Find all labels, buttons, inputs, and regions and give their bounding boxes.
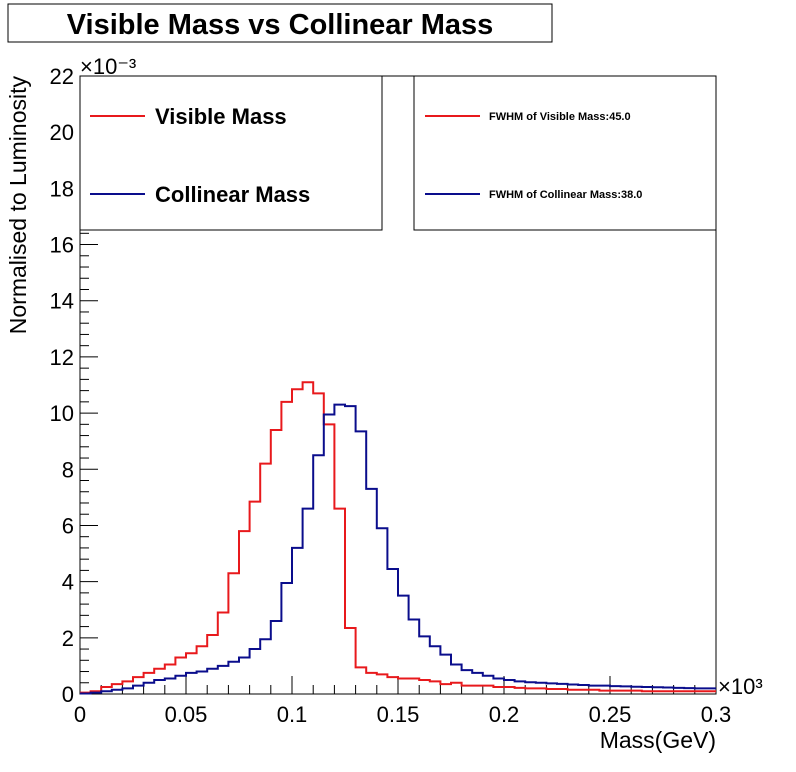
y-tick-label: 14 [50, 289, 74, 314]
x-axis-title: Mass(GeV) [600, 727, 716, 753]
legend-fwhm-visible-label: FWHM of Visible Mass:45.0 [489, 111, 631, 123]
legend-visible-label: Visible Mass [155, 104, 287, 129]
legend-collinear-label: Collinear Mass [155, 182, 310, 207]
legend-fwhm-box [413, 75, 717, 231]
legend-series: Visible Mass Collinear Mass [79, 75, 383, 231]
y-tick-label: 4 [62, 570, 74, 595]
legend-series-box [79, 75, 383, 231]
series-visible-mass-line [80, 381, 716, 694]
series-collinear-mass-line [80, 403, 716, 695]
y-tick-label: 12 [50, 345, 74, 370]
series-layer [80, 381, 716, 695]
x-tick-label: 0.15 [377, 702, 420, 727]
y-axis: 0 2 4 6 8 10 12 14 16 18 20 22 [50, 64, 98, 707]
y-tick-label: 6 [62, 513, 74, 538]
legend-fwhm-collinear-label: FWHM of Collinear Mass:38.0 [489, 189, 642, 201]
y-tick-label: 10 [50, 401, 74, 426]
y-axis-title: Normalised to Luminosity [5, 76, 31, 335]
y-tick-label: 20 [50, 120, 74, 145]
x-tick-label: 0.25 [589, 702, 632, 727]
x-tick-label: 0.05 [165, 702, 208, 727]
y-tick-label: 8 [62, 457, 74, 482]
y-tick-label: 2 [62, 626, 74, 651]
y-tick-label: 18 [50, 176, 74, 201]
x-tick-label: 0 [74, 702, 86, 727]
x-tick-label: 0.2 [489, 702, 520, 727]
y-tick-label: 22 [50, 64, 74, 89]
chart-title: Visible Mass vs Collinear Mass [67, 9, 494, 41]
y-tick-label: 16 [50, 233, 74, 258]
x-multiplier: ×10³ [718, 674, 763, 699]
y-tick-label: 0 [62, 682, 74, 707]
legend-fwhm: FWHM of Visible Mass:45.0 FWHM of Collin… [413, 75, 717, 231]
y-multiplier: ×10⁻³ [80, 54, 136, 79]
x-axis: 0 0.05 0.1 0.15 0.2 0.25 0.3 [74, 676, 731, 727]
x-tick-label: 0.3 [701, 702, 732, 727]
x-tick-label: 0.1 [277, 702, 308, 727]
title-box [7, 3, 553, 43]
